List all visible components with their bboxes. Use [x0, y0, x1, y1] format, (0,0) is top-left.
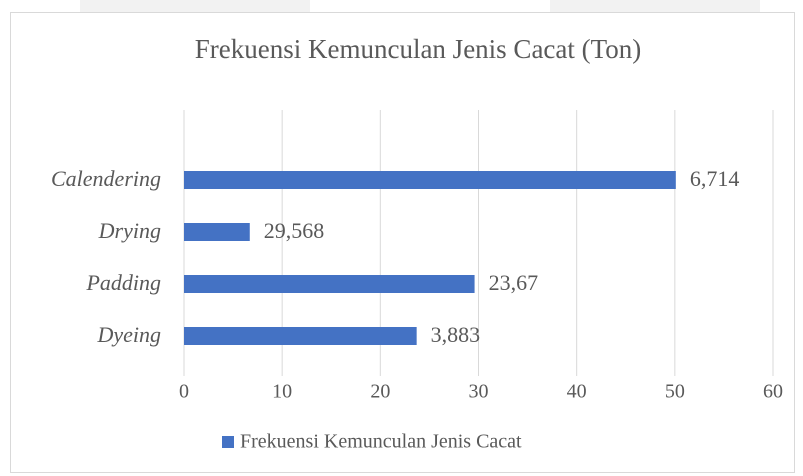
data-label: 6,714: [690, 166, 740, 191]
chart-title: Frekuensi Kemunculan Jenis Cacat (Ton): [195, 34, 642, 64]
chart-frame: [10, 12, 795, 473]
bar: [184, 327, 417, 345]
tab: [550, 0, 760, 12]
x-tick-label: 0: [179, 381, 189, 403]
y-tick-label: Padding: [85, 270, 161, 295]
tab: [80, 0, 310, 12]
x-tick-label: 40: [567, 381, 587, 403]
data-label: 29,568: [264, 218, 325, 243]
data-label: 3,883: [431, 322, 481, 347]
x-tick-label: 60: [763, 381, 783, 403]
x-tick-label: 20: [370, 381, 390, 403]
y-tick-label: Calendering: [51, 166, 161, 191]
legend-label: Frekuensi Kemunculan Jenis Cacat: [240, 431, 522, 453]
bar: [184, 275, 475, 293]
bar: [184, 171, 676, 189]
legend-swatch: [222, 436, 234, 448]
x-tick-label: 50: [665, 381, 685, 403]
data-label: 23,67: [489, 270, 539, 295]
y-tick-label: Dyeing: [96, 322, 161, 347]
x-tick-label: 30: [469, 381, 489, 403]
y-tick-label: Drying: [98, 218, 161, 243]
x-tick-label: 10: [272, 381, 292, 403]
bar: [184, 223, 250, 241]
